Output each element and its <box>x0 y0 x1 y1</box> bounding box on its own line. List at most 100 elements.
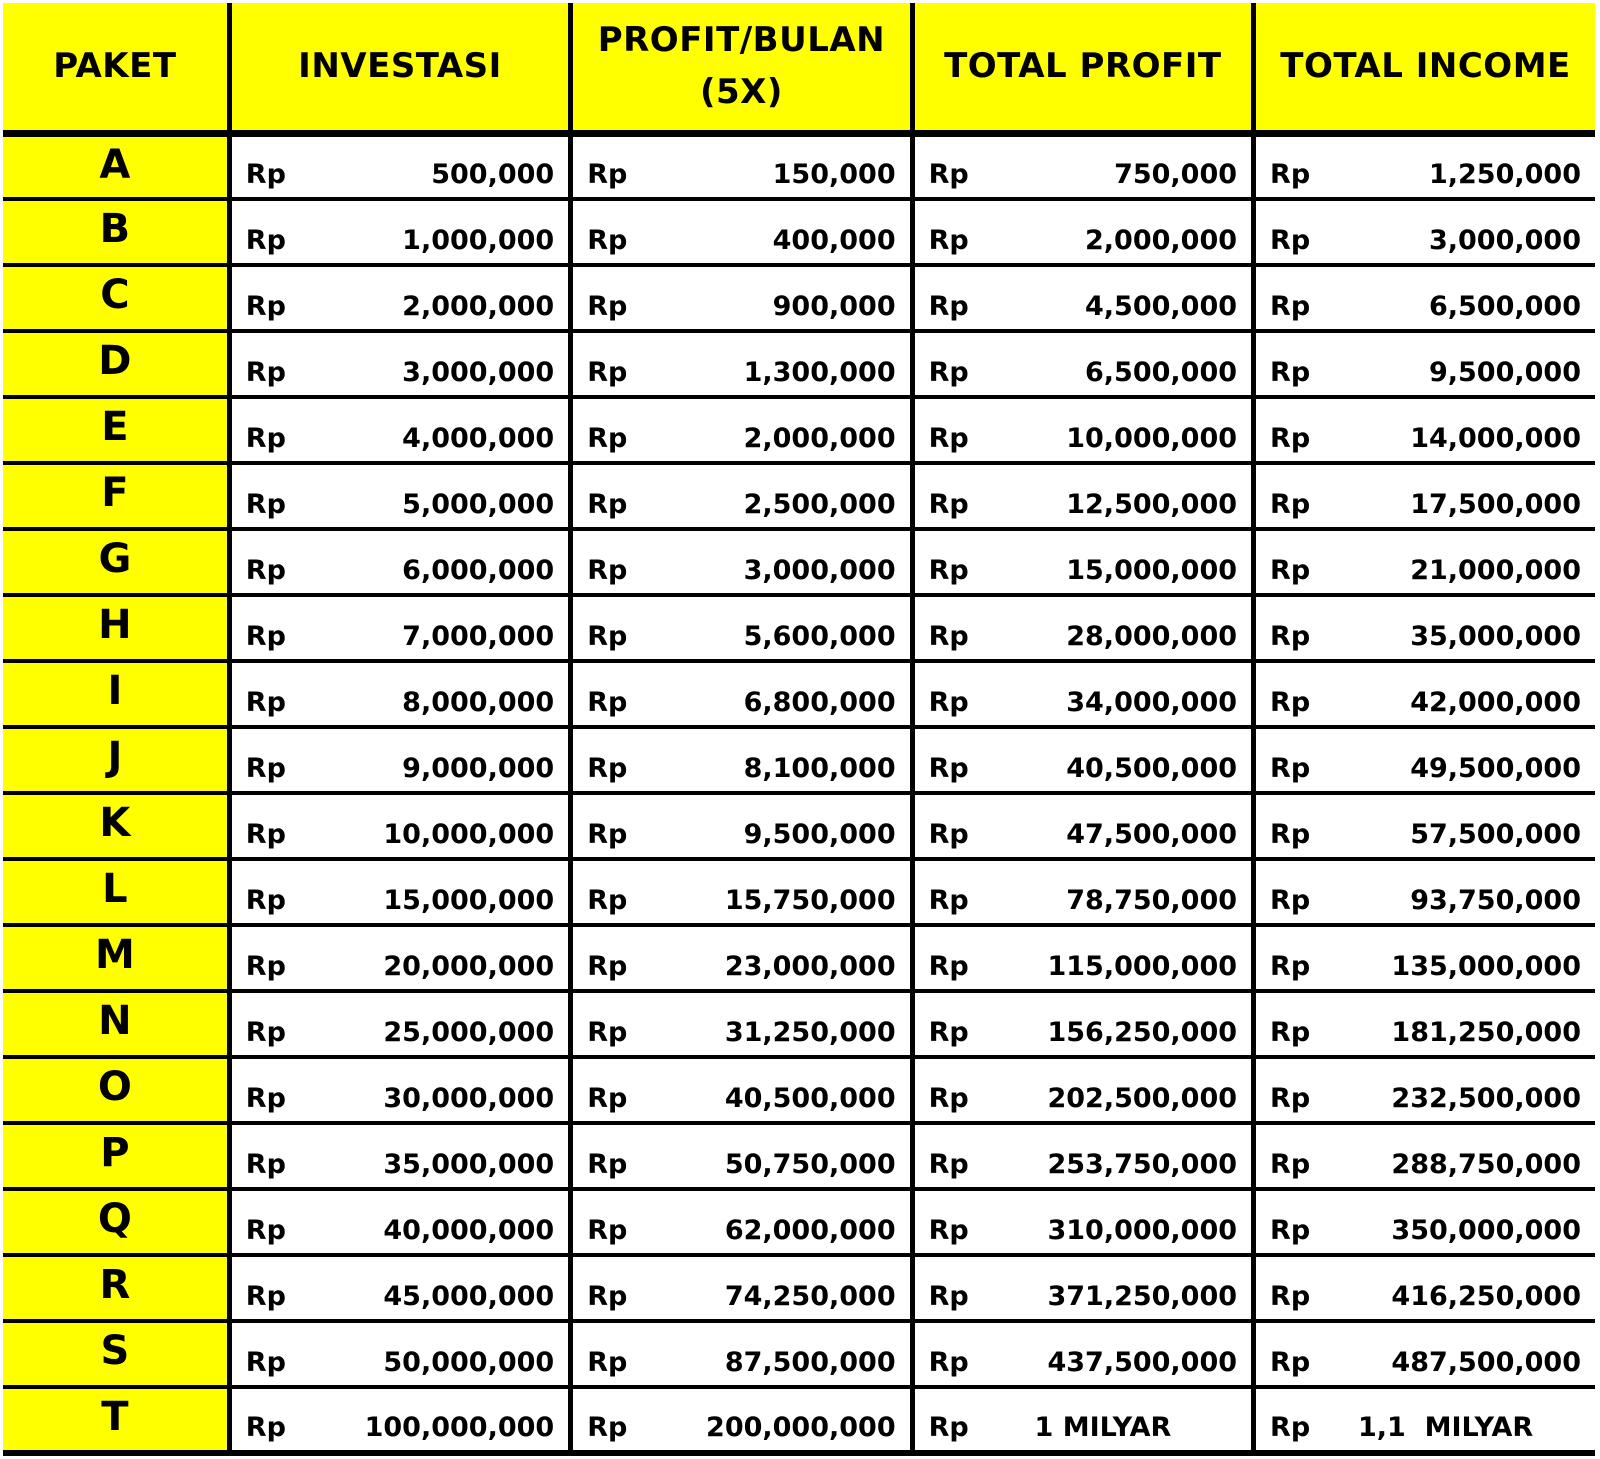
investasi-value: 3,000,000 <box>402 357 555 388</box>
table-row: P Rp 35,000,000 Rp 50,750,000 Rp 253,750,000 Rp… <box>3 1121 1595 1191</box>
total-income-cell: Rp 42,000,000 <box>1251 659 1595 729</box>
currency-label: Rp <box>245 225 286 256</box>
profit-bulan-cell: Rp 400,000 <box>568 197 915 267</box>
investasi-cell: Rp 500,000 <box>226 131 574 201</box>
currency-label: Rp <box>587 159 628 190</box>
total-income-value: 35,000,000 <box>1410 621 1581 652</box>
currency-label: Rp <box>587 291 628 322</box>
currency-label: Rp <box>587 819 628 850</box>
total-profit-value: 1 MILYAR <box>1034 1412 1172 1443</box>
total-profit-cell: Rp 750,000 <box>909 131 1257 201</box>
currency-label: Rp <box>928 951 969 982</box>
currency-label: Rp <box>245 1215 286 1246</box>
profit-bulan-cell: Rp 74,250,000 <box>568 1253 915 1323</box>
profit-bulan-value: 6,800,000 <box>743 687 896 718</box>
currency-label: Rp <box>1270 1215 1311 1246</box>
total-profit-cell: Rp 10,000,000 <box>909 395 1257 465</box>
total-income-cell: Rp 416,250,000 <box>1251 1253 1595 1323</box>
total-profit-cell: Rp 437,500,000 <box>909 1319 1257 1389</box>
total-income-value: 416,250,000 <box>1391 1281 1581 1312</box>
investasi-cell: Rp 25,000,000 <box>226 989 574 1059</box>
currency-label: Rp <box>1270 489 1311 520</box>
table-row: A Rp 500,000 Rp 150,000 Rp 750,000 Rp 1,250,000 <box>3 131 1595 201</box>
profit-bulan-cell: Rp 23,000,000 <box>568 923 915 993</box>
total-income-cell: Rp 14,000,000 <box>1251 395 1595 465</box>
total-income-cell: Rp 9,500,000 <box>1251 329 1595 399</box>
total-income-cell: Rp 288,750,000 <box>1251 1121 1595 1191</box>
investasi-value: 6,000,000 <box>402 555 555 586</box>
total-profit-value: 115,000,000 <box>1047 951 1238 982</box>
investasi-cell: Rp 15,000,000 <box>226 857 574 927</box>
profit-bulan-value: 31,250,000 <box>724 1017 896 1048</box>
paket-label: J <box>3 725 232 795</box>
currency-label: Rp <box>587 1149 628 1180</box>
currency-label: Rp <box>928 1149 969 1180</box>
total-income-cell: Rp 232,500,000 <box>1251 1055 1595 1125</box>
currency-label: Rp <box>245 621 286 652</box>
total-income-cell: Rp 181,250,000 <box>1251 989 1595 1059</box>
table-row: J Rp 9,000,000 Rp 8,100,000 Rp 40,500,000 Rp 49,… <box>3 725 1595 795</box>
table-row: O Rp 30,000,000 Rp 40,500,000 Rp 202,500,000 Rp… <box>3 1055 1595 1125</box>
profit-bulan-cell: Rp 31,250,000 <box>568 989 915 1059</box>
profit-bulan-cell: Rp 15,750,000 <box>568 857 915 927</box>
profit-bulan-value: 8,100,000 <box>743 753 896 784</box>
currency-label: Rp <box>245 489 286 520</box>
currency-label: Rp <box>1270 225 1311 256</box>
currency-label: Rp <box>928 621 969 652</box>
header-investasi: INVESTASI <box>226 3 574 137</box>
total-income-value: 42,000,000 <box>1410 687 1581 718</box>
profit-bulan-cell: Rp 5,600,000 <box>568 593 915 663</box>
currency-label: Rp <box>587 1017 628 1048</box>
total-profit-value: 40,500,000 <box>1066 753 1238 784</box>
total-profit-value: 156,250,000 <box>1047 1017 1238 1048</box>
total-profit-value: 253,750,000 <box>1047 1149 1238 1180</box>
investasi-value: 500,000 <box>431 159 555 190</box>
currency-label: Rp <box>245 291 286 322</box>
table-row: K Rp 10,000,000 Rp 9,500,000 Rp 47,500,000 Rp 57… <box>3 791 1595 861</box>
currency-label: Rp <box>587 423 628 454</box>
currency-label: Rp <box>245 819 286 850</box>
table-row: D Rp 3,000,000 Rp 1,300,000 Rp 6,500,000 Rp 9,50… <box>3 329 1595 399</box>
profit-bulan-cell: Rp 6,800,000 <box>568 659 915 729</box>
table-row: R Rp 45,000,000 Rp 74,250,000 Rp 371,250,000 Rp… <box>3 1253 1595 1323</box>
total-income-value: 93,750,000 <box>1410 885 1581 916</box>
total-profit-value: 371,250,000 <box>1047 1281 1238 1312</box>
currency-label: Rp <box>587 357 628 388</box>
currency-label: Rp <box>245 423 286 454</box>
currency-label: Rp <box>1270 687 1311 718</box>
total-profit-cell: Rp 4,500,000 <box>909 263 1257 333</box>
paket-label: G <box>3 527 232 597</box>
total-profit-cell: Rp 34,000,000 <box>909 659 1257 729</box>
table-row: T Rp 100,000,000 Rp 200,000,000 Rp 1 MILYAR Rp 1… <box>3 1385 1595 1456</box>
total-income-cell: Rp 3,000,000 <box>1251 197 1595 267</box>
investasi-cell: Rp 8,000,000 <box>226 659 574 729</box>
total-income-value: 1,1 MILYAR <box>1357 1412 1534 1443</box>
investasi-value: 45,000,000 <box>383 1281 555 1312</box>
total-income-cell: Rp 49,500,000 <box>1251 725 1595 795</box>
currency-label: Rp <box>1270 423 1311 454</box>
header-total-income: TOTAL INCOME <box>1251 3 1595 137</box>
total-profit-value: 310,000,000 <box>1047 1215 1238 1246</box>
profit-bulan-value: 3,000,000 <box>743 555 896 586</box>
currency-label: Rp <box>928 1281 969 1312</box>
currency-label: Rp <box>928 357 969 388</box>
profit-bulan-cell: Rp 3,000,000 <box>568 527 915 597</box>
currency-label: Rp <box>245 1149 286 1180</box>
currency-label: Rp <box>587 489 628 520</box>
table-row: H Rp 7,000,000 Rp 5,600,000 Rp 28,000,000 Rp 35,… <box>3 593 1595 663</box>
investasi-value: 20,000,000 <box>383 951 555 982</box>
header-profit-bulan: PROFIT/BULAN (5X) <box>568 3 915 137</box>
investasi-value: 25,000,000 <box>383 1017 555 1048</box>
paket-label: L <box>3 857 232 927</box>
currency-label: Rp <box>928 1215 969 1246</box>
table-row: B Rp 1,000,000 Rp 400,000 Rp 2,000,000 Rp 3,000,… <box>3 197 1595 267</box>
currency-label: Rp <box>245 555 286 586</box>
total-income-cell: Rp 6,500,000 <box>1251 263 1595 333</box>
header-profit-bulan-line1: PROFIT/BULAN <box>597 20 886 61</box>
currency-label: Rp <box>1270 357 1311 388</box>
currency-label: Rp <box>928 1017 969 1048</box>
paket-label: K <box>3 791 232 861</box>
total-income-cell: Rp 135,000,000 <box>1251 923 1595 993</box>
total-profit-value: 437,500,000 <box>1047 1347 1238 1378</box>
total-income-cell: Rp 35,000,000 <box>1251 593 1595 663</box>
